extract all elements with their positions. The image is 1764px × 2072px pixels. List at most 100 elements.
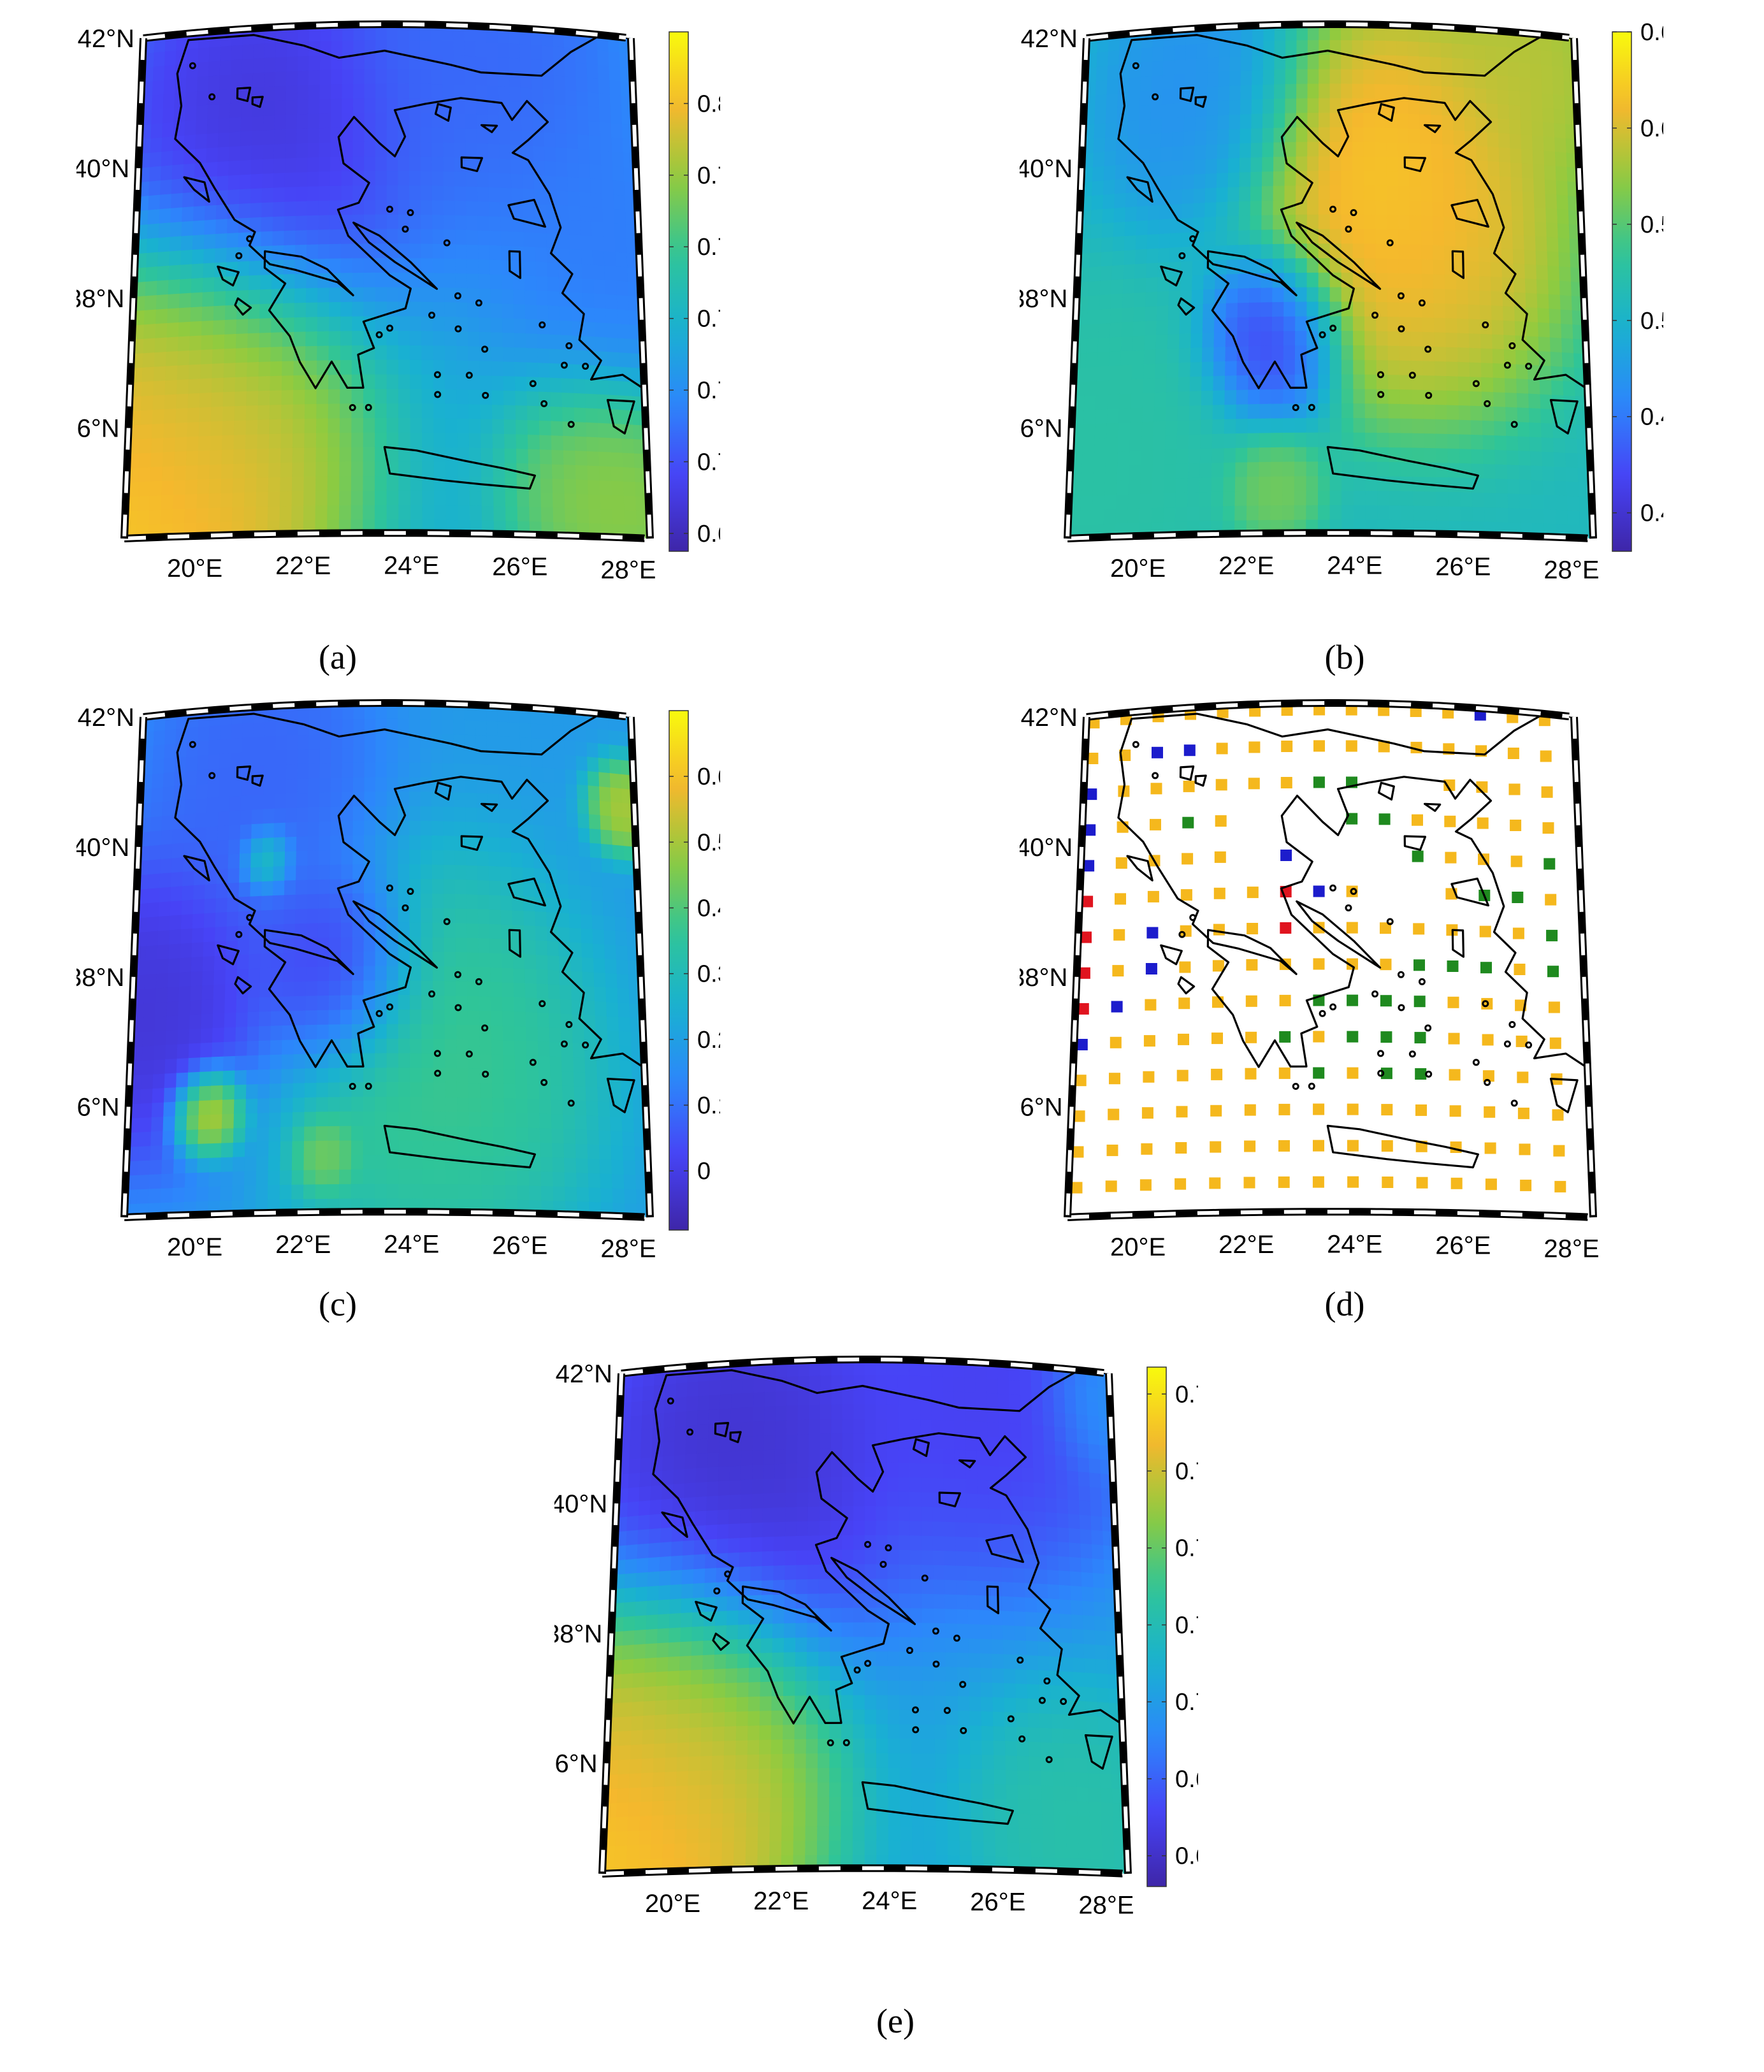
field-cell — [386, 474, 400, 491]
field-cell — [272, 215, 286, 231]
field-cell — [386, 848, 400, 864]
field-cell — [465, 777, 477, 793]
field-cell — [1352, 184, 1365, 201]
field-cell — [1341, 489, 1355, 505]
field-cell — [477, 199, 491, 217]
field-cell — [1447, 418, 1461, 435]
field-cell — [1318, 271, 1331, 287]
field-cell — [352, 97, 366, 113]
field-cell — [574, 1113, 588, 1131]
field-cell — [551, 463, 565, 479]
field-cell — [1454, 157, 1467, 175]
field-cell — [1318, 300, 1331, 317]
field-cell — [1159, 203, 1172, 220]
field-cell — [434, 489, 447, 506]
field-cell — [1110, 292, 1124, 309]
field-cell — [1434, 345, 1447, 362]
field-cell — [555, 810, 568, 827]
islet — [1377, 391, 1385, 398]
field-cell — [1196, 71, 1209, 88]
lon-label: 26°E — [492, 553, 547, 581]
field-cell — [1431, 142, 1444, 159]
field-cell — [1272, 257, 1285, 273]
field-cell — [1102, 192, 1116, 210]
field-cell — [197, 75, 210, 92]
field-cell — [526, 1054, 540, 1071]
field-cell — [1203, 287, 1216, 305]
field-cell — [148, 193, 161, 210]
field-cell — [586, 1114, 600, 1131]
field-cell — [246, 375, 260, 391]
field-cell — [340, 979, 354, 996]
field-cell — [410, 504, 424, 520]
field-cell — [1138, 132, 1152, 149]
field-cell — [1271, 388, 1285, 404]
field-cell — [292, 1140, 305, 1156]
field-cell — [198, 1099, 212, 1115]
field-cell — [1329, 344, 1343, 360]
field-cell — [375, 155, 388, 171]
field-cell — [1090, 236, 1103, 254]
field-cell — [386, 402, 400, 418]
field-cell — [1375, 257, 1389, 273]
islet — [560, 361, 568, 369]
field-cell — [202, 954, 216, 971]
field-cell — [544, 838, 558, 855]
field-cell — [351, 1110, 365, 1126]
field-cell — [1318, 460, 1331, 477]
field-cell — [1396, 83, 1410, 100]
field-cell — [433, 1154, 447, 1170]
field-cell — [514, 346, 528, 363]
field-cell — [539, 405, 552, 421]
field-cell — [1521, 133, 1534, 150]
field-cell — [211, 391, 224, 407]
field-cell — [562, 1099, 576, 1115]
field-cell — [560, 333, 574, 351]
field-cell — [502, 287, 515, 305]
field-cell — [490, 966, 503, 983]
field-cell — [386, 286, 400, 302]
field-cell — [177, 1027, 191, 1045]
field-cell — [168, 957, 182, 973]
field-cell — [342, 761, 354, 778]
field-cell — [1295, 330, 1308, 346]
field-cell — [1271, 330, 1285, 346]
field-cell — [590, 191, 604, 208]
field-cell — [386, 935, 400, 952]
field-cell — [282, 1024, 295, 1040]
field-cell — [1224, 432, 1237, 449]
field-cell — [468, 1096, 482, 1113]
field-cell — [1466, 245, 1480, 262]
field-cell — [191, 941, 205, 958]
field-cell — [1504, 362, 1517, 379]
field-cell — [409, 994, 423, 1010]
field-cell — [1115, 149, 1129, 166]
field-cell — [600, 828, 614, 845]
field-cell — [477, 214, 491, 231]
field-cell — [1146, 232, 1160, 249]
field-cell — [296, 806, 309, 823]
lon-label: 24°E — [1327, 551, 1382, 579]
field-cell — [386, 24, 399, 40]
field-cell — [1398, 228, 1411, 245]
field-cell — [547, 275, 561, 292]
field-cell — [258, 1024, 272, 1041]
field-cell — [1353, 446, 1366, 462]
field-cell — [1412, 403, 1425, 419]
field-cell — [1259, 417, 1273, 433]
field-cell — [170, 220, 183, 237]
field-cell — [1148, 160, 1162, 177]
field-cell — [1272, 300, 1285, 317]
field-cell — [1318, 184, 1331, 200]
field-cell — [1375, 199, 1388, 215]
field-cell — [1398, 286, 1412, 303]
field-cell — [561, 377, 575, 393]
field-cell — [575, 1157, 589, 1173]
field-cell — [270, 374, 283, 391]
field-cell — [1307, 140, 1320, 157]
field-cell — [481, 446, 495, 463]
field-cell — [1508, 89, 1521, 106]
field-cell — [386, 170, 400, 185]
field-cell — [420, 746, 433, 763]
field-cell — [490, 287, 503, 304]
